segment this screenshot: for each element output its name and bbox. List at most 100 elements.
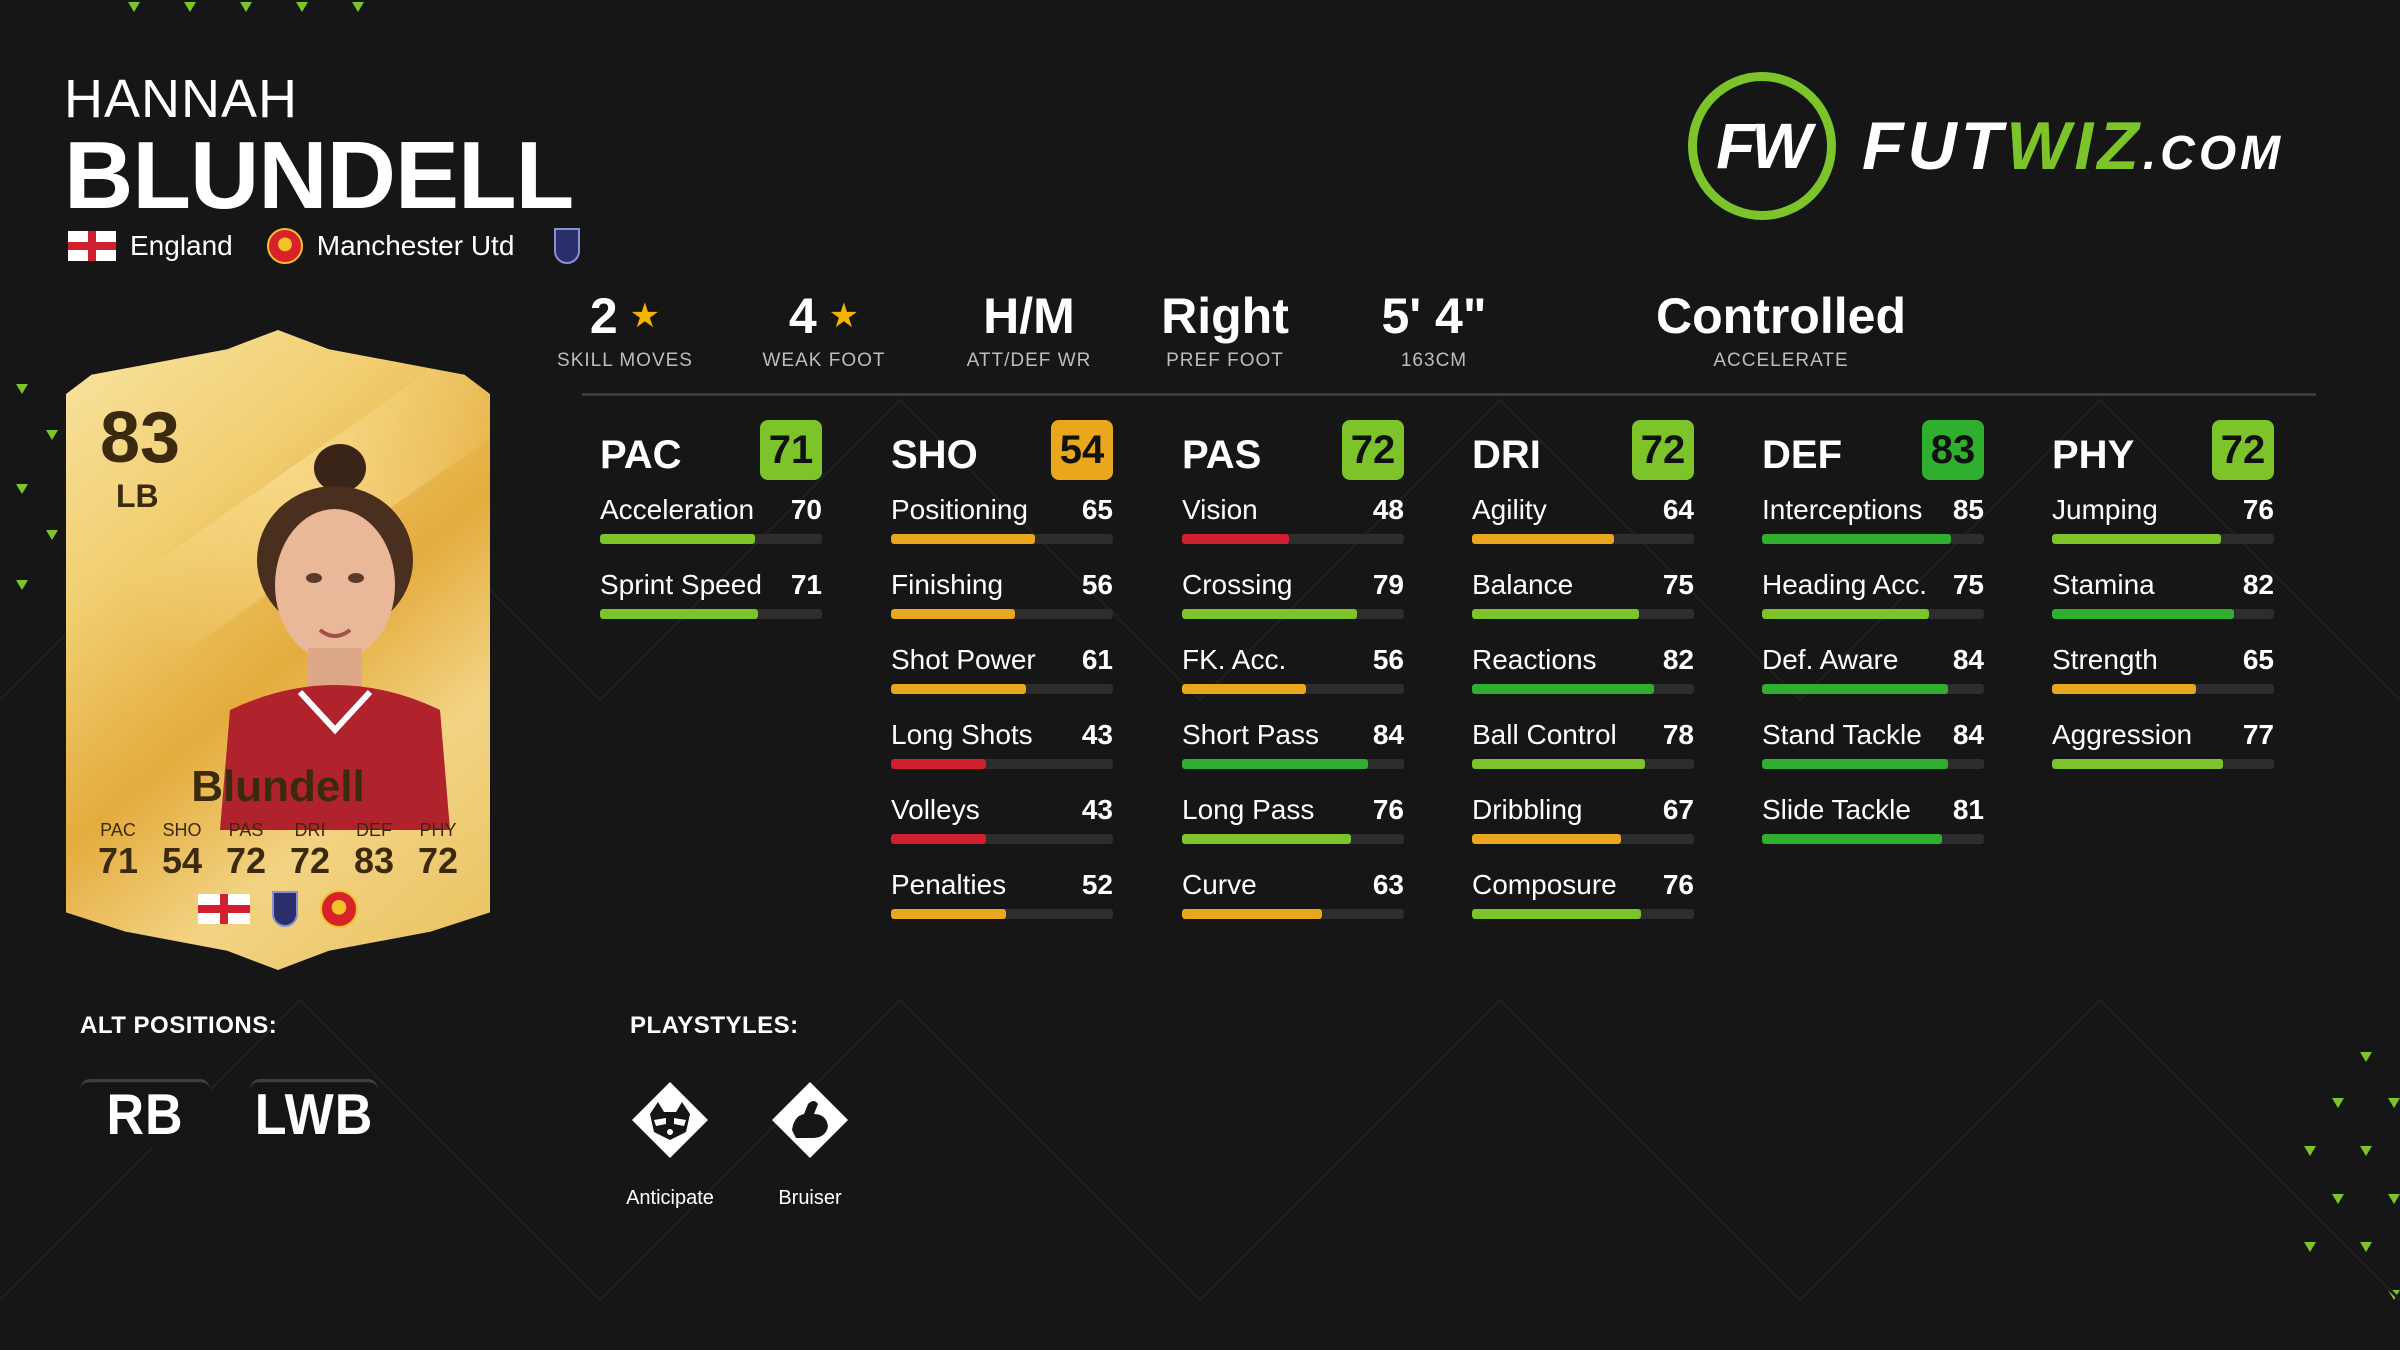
info-height: 5' 4" 163CM bbox=[1381, 288, 1486, 372]
player-last-name: BLUNDELL bbox=[64, 122, 574, 229]
stat-name: Sprint Speed bbox=[600, 569, 762, 600]
stat-value: 79 bbox=[1372, 569, 1404, 600]
club-name: Manchester Utd bbox=[316, 230, 515, 261]
logo-word-1: FUT bbox=[1862, 108, 2007, 184]
stat-column-header: PHY 72 bbox=[2052, 420, 2274, 480]
stat-name: Slide Tackle bbox=[1762, 794, 1911, 825]
playstyles-list: Anticipate Bruiser bbox=[620, 1080, 860, 1210]
info-value: 4 bbox=[788, 288, 817, 344]
alt-position-chip[interactable]: LWB bbox=[250, 1078, 378, 1148]
stat-bar-track bbox=[1182, 534, 1404, 544]
stat-row: Sprint Speed 71 bbox=[600, 567, 822, 642]
stat-category-rating: 71 bbox=[760, 420, 822, 480]
stat-category-name: DEF bbox=[1762, 432, 1842, 477]
stat-line: Positioning 65 bbox=[891, 492, 1113, 528]
stat-line: Heading Acc. 75 bbox=[1762, 567, 1984, 603]
stat-name: Volleys bbox=[891, 794, 980, 825]
card-stat: DRI 72 bbox=[280, 820, 340, 881]
stat-bar-track bbox=[1762, 834, 1984, 844]
stat-bar-fill bbox=[2052, 609, 2235, 619]
stat-column-pas: PAS 72 Vision 48 Crossing 79 FK. Acc. 56 Short P… bbox=[1182, 420, 1404, 942]
stat-value: 85 bbox=[1952, 494, 1984, 525]
stat-category-rating: 83 bbox=[1922, 420, 1984, 480]
stat-bar-track bbox=[1182, 909, 1404, 919]
stat-bar-fill bbox=[600, 609, 758, 619]
card-stat: SHO 54 bbox=[152, 820, 212, 881]
womens-league-badge-icon[interactable] bbox=[554, 228, 581, 264]
stat-value: 76 bbox=[1662, 869, 1694, 900]
stat-value: 84 bbox=[1952, 719, 1984, 750]
stat-bar-fill bbox=[891, 684, 1027, 694]
info-label: 163CM bbox=[1400, 350, 1468, 371]
stat-line: Def. Aware 84 bbox=[1762, 642, 1984, 678]
stat-bar-track bbox=[1472, 759, 1694, 769]
stat-row: Agility 64 bbox=[1472, 492, 1694, 567]
stat-bar-fill bbox=[891, 759, 987, 769]
stat-value: 64 bbox=[1662, 494, 1694, 525]
info-label: ACCELERATE bbox=[1713, 350, 1849, 371]
stat-value: 43 bbox=[1081, 794, 1113, 825]
stat-bar-fill bbox=[891, 609, 1016, 619]
card-stat-value: 72 bbox=[417, 840, 459, 881]
alt-position-chip[interactable]: RB bbox=[80, 1078, 210, 1148]
stat-bar-track bbox=[1472, 909, 1694, 919]
club-link[interactable]: Manchester Utd bbox=[266, 228, 515, 264]
manchester-united-badge-icon bbox=[266, 228, 303, 264]
stat-row: Aggression 77 bbox=[2052, 717, 2274, 792]
alt-positions-list: RB LWB bbox=[80, 1078, 378, 1148]
stat-name: Crossing bbox=[1182, 569, 1293, 600]
stat-name: Interceptions bbox=[1762, 494, 1923, 525]
stat-row: Shot Power 61 bbox=[891, 642, 1113, 717]
stat-value: 70 bbox=[790, 494, 822, 525]
stat-name: Positioning bbox=[891, 494, 1028, 525]
stat-line: Penalties 52 bbox=[891, 867, 1113, 903]
stat-name: Aggression bbox=[2052, 719, 2193, 750]
stat-bar-track bbox=[1472, 834, 1694, 844]
playstyle-anticipate[interactable]: Anticipate bbox=[620, 1080, 720, 1210]
futwiz-logo[interactable]: FW FUTWIZ.COM bbox=[1688, 72, 2284, 220]
stat-row: Dribbling 67 bbox=[1472, 792, 1694, 867]
stat-bar-fill bbox=[600, 534, 756, 544]
card-stat-label: SHO bbox=[162, 820, 202, 840]
stat-line: Curve 63 bbox=[1182, 867, 1404, 903]
stat-row: Long Shots 43 bbox=[891, 717, 1113, 792]
stat-bar-fill bbox=[2052, 534, 2221, 544]
stat-line: Stamina 82 bbox=[2052, 567, 2274, 603]
card-stat-value: 54 bbox=[161, 840, 203, 881]
stat-category-name: PHY bbox=[2052, 432, 2135, 477]
stat-name: Finishing bbox=[891, 569, 1004, 600]
stat-name: Penalties bbox=[891, 869, 1007, 900]
info-skill-moves: 2 ★ SKILL MOVES bbox=[557, 288, 693, 372]
stat-row: Balance 75 bbox=[1472, 567, 1694, 642]
player-card[interactable]: 83 LB Blundell PAC 71 SHO 54 PAS 72 DRI 72 D… bbox=[66, 330, 490, 970]
stat-row: Stand Tackle 84 bbox=[1762, 717, 1984, 792]
stat-value: 82 bbox=[2242, 569, 2274, 600]
stat-name: Short Pass bbox=[1182, 719, 1319, 750]
stat-value: 48 bbox=[1372, 494, 1404, 525]
stat-line: Sprint Speed 71 bbox=[600, 567, 822, 603]
logo-word-2: WIZ bbox=[2006, 108, 2143, 184]
stat-row: Curve 63 bbox=[1182, 867, 1404, 942]
stat-name: FK. Acc. bbox=[1182, 644, 1287, 675]
stat-name: Agility bbox=[1472, 494, 1547, 525]
stat-bar-fill bbox=[2052, 759, 2223, 769]
stat-value: 75 bbox=[1662, 569, 1694, 600]
stat-category-rating: 72 bbox=[2212, 420, 2274, 480]
nation-link[interactable]: England bbox=[68, 230, 233, 262]
playstyle-bruiser[interactable]: Bruiser bbox=[760, 1080, 860, 1210]
stat-bar-fill bbox=[1182, 534, 1289, 544]
card-rating: 83 bbox=[100, 398, 181, 478]
player-photo bbox=[220, 444, 450, 830]
stat-row: Heading Acc. 75 bbox=[1762, 567, 1984, 642]
info-value: 5' 4" bbox=[1381, 288, 1487, 344]
card-stat-label: PHY bbox=[419, 820, 457, 840]
player-first-name: HANNAH bbox=[64, 69, 299, 129]
stat-value: 84 bbox=[1952, 644, 1984, 675]
stat-name: Acceleration bbox=[600, 494, 755, 525]
stat-line: Shot Power 61 bbox=[891, 642, 1113, 678]
stat-bar-track bbox=[891, 684, 1113, 694]
stat-name: Def. Aware bbox=[1762, 644, 1899, 675]
stat-bar-track bbox=[1182, 609, 1404, 619]
info-label: PREF FOOT bbox=[1166, 350, 1284, 371]
stat-bar-fill bbox=[1762, 609, 1929, 619]
